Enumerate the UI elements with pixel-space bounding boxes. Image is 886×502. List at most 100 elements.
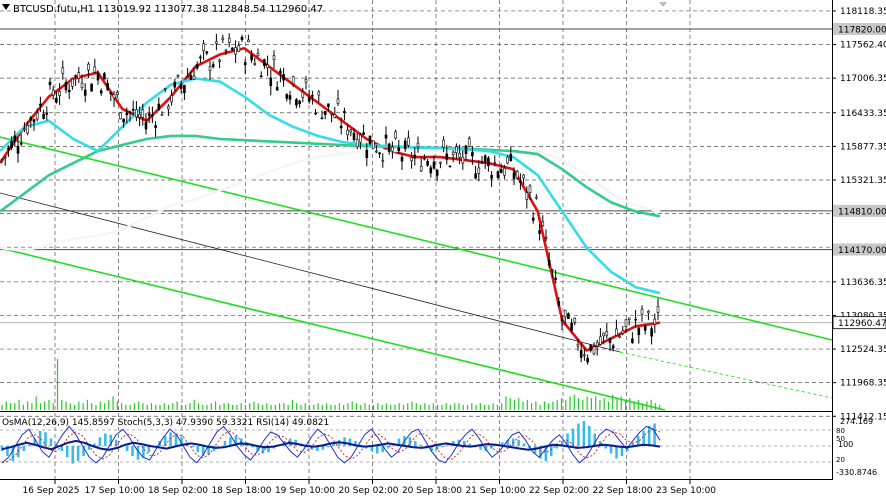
candle-body xyxy=(307,97,311,102)
candle-body xyxy=(35,112,39,120)
price-level-label: 117820.00 xyxy=(838,25,886,35)
price-level-label: 114810.00 xyxy=(838,207,886,217)
candle-body xyxy=(455,146,458,153)
candle-body xyxy=(234,47,237,55)
main-plot-area[interactable] xyxy=(0,0,832,411)
candle-body xyxy=(442,139,445,148)
current-price-tag xyxy=(832,316,886,330)
candle-body xyxy=(253,63,257,65)
symbol-ohlc-header: BTCUSD.futu,H1 113019.92 113077.38 11284… xyxy=(13,4,323,15)
candle-body xyxy=(359,134,362,143)
candle-body xyxy=(416,142,420,148)
candle-body xyxy=(490,175,493,179)
candle-body xyxy=(429,167,433,174)
candle-body xyxy=(474,173,477,179)
price-tick-label: 115877.35 xyxy=(840,142,886,152)
candle-body xyxy=(384,134,388,139)
price-tick-label: 112524.35 xyxy=(840,345,886,355)
candle-body xyxy=(71,78,74,87)
candle-body xyxy=(355,139,359,148)
candle-body xyxy=(544,236,548,239)
candle-body xyxy=(333,114,337,118)
candle-body xyxy=(119,112,122,120)
candle-body xyxy=(624,319,628,328)
candle-body xyxy=(160,114,164,116)
price-tick-label: 111968.35 xyxy=(840,379,886,389)
candle-body xyxy=(573,317,577,323)
candle-body xyxy=(631,338,634,343)
candle-body xyxy=(480,162,484,164)
candle-body xyxy=(512,172,516,180)
candle-body xyxy=(650,328,653,337)
candle-body xyxy=(285,94,289,99)
candle-body xyxy=(397,147,401,152)
candle-body xyxy=(138,113,141,118)
candle-body xyxy=(563,309,567,318)
candle-body xyxy=(163,88,167,90)
stoch-signal-line xyxy=(1,428,661,464)
candle-body xyxy=(589,344,593,351)
time-tick-label: 20 Sep 02:00 xyxy=(338,486,398,496)
candle-body xyxy=(330,113,333,116)
series-line xyxy=(0,148,661,253)
candle-body xyxy=(336,98,340,104)
candle-body xyxy=(231,47,234,51)
candle-body xyxy=(423,157,426,160)
candle-body xyxy=(74,75,77,77)
candle-body xyxy=(339,125,343,129)
candle-body xyxy=(522,174,525,179)
candle-body xyxy=(256,52,260,57)
candle-body xyxy=(426,161,429,166)
candle-body xyxy=(99,90,103,94)
time-tick-label: 22 Sep 02:00 xyxy=(529,486,589,496)
candle-body xyxy=(29,117,33,121)
price-candles xyxy=(0,33,660,365)
candle-body xyxy=(621,330,625,334)
stoch-level-label: 80 xyxy=(836,427,845,435)
candle-body xyxy=(647,310,650,314)
candle-body xyxy=(349,129,353,133)
candle-body xyxy=(653,318,657,325)
candle-body xyxy=(643,325,647,331)
candle-body xyxy=(464,145,468,154)
candle-body xyxy=(375,150,378,153)
candle-body xyxy=(365,149,369,159)
candle-body xyxy=(583,354,586,357)
candle-body xyxy=(80,82,84,89)
trend-channel xyxy=(0,136,833,411)
candle-body xyxy=(394,131,397,139)
series-line xyxy=(0,46,661,352)
candle-body xyxy=(64,82,68,91)
candle-body xyxy=(16,145,20,154)
candle-body xyxy=(378,152,381,155)
candle-body xyxy=(263,59,266,67)
candle-body xyxy=(362,132,365,135)
candle-body xyxy=(291,76,295,84)
candle-body xyxy=(10,140,13,149)
candle-body xyxy=(151,114,154,117)
candle-body xyxy=(215,41,218,44)
candle-body xyxy=(128,111,132,114)
candle-body xyxy=(605,331,609,336)
candle-body xyxy=(599,336,602,345)
stoch-level-label: 20 xyxy=(836,456,845,464)
dropdown-triangle-icon[interactable] xyxy=(2,4,10,10)
candle-body xyxy=(525,192,529,200)
candle-body xyxy=(445,153,449,160)
candle-body xyxy=(144,122,148,130)
stoch-line xyxy=(1,425,661,464)
indicator-mid-label: 100 xyxy=(838,440,853,449)
candle-body xyxy=(288,95,292,100)
candle-body xyxy=(467,138,471,147)
candle-body xyxy=(560,319,564,322)
candle-body xyxy=(371,140,375,149)
candle-body xyxy=(186,76,189,79)
candle-body xyxy=(295,99,298,106)
candle-body xyxy=(266,64,269,68)
indicator-top-label: 274.169 xyxy=(840,417,873,426)
candle-body xyxy=(173,81,177,88)
chart-shift-marker-icon[interactable] xyxy=(659,2,667,7)
